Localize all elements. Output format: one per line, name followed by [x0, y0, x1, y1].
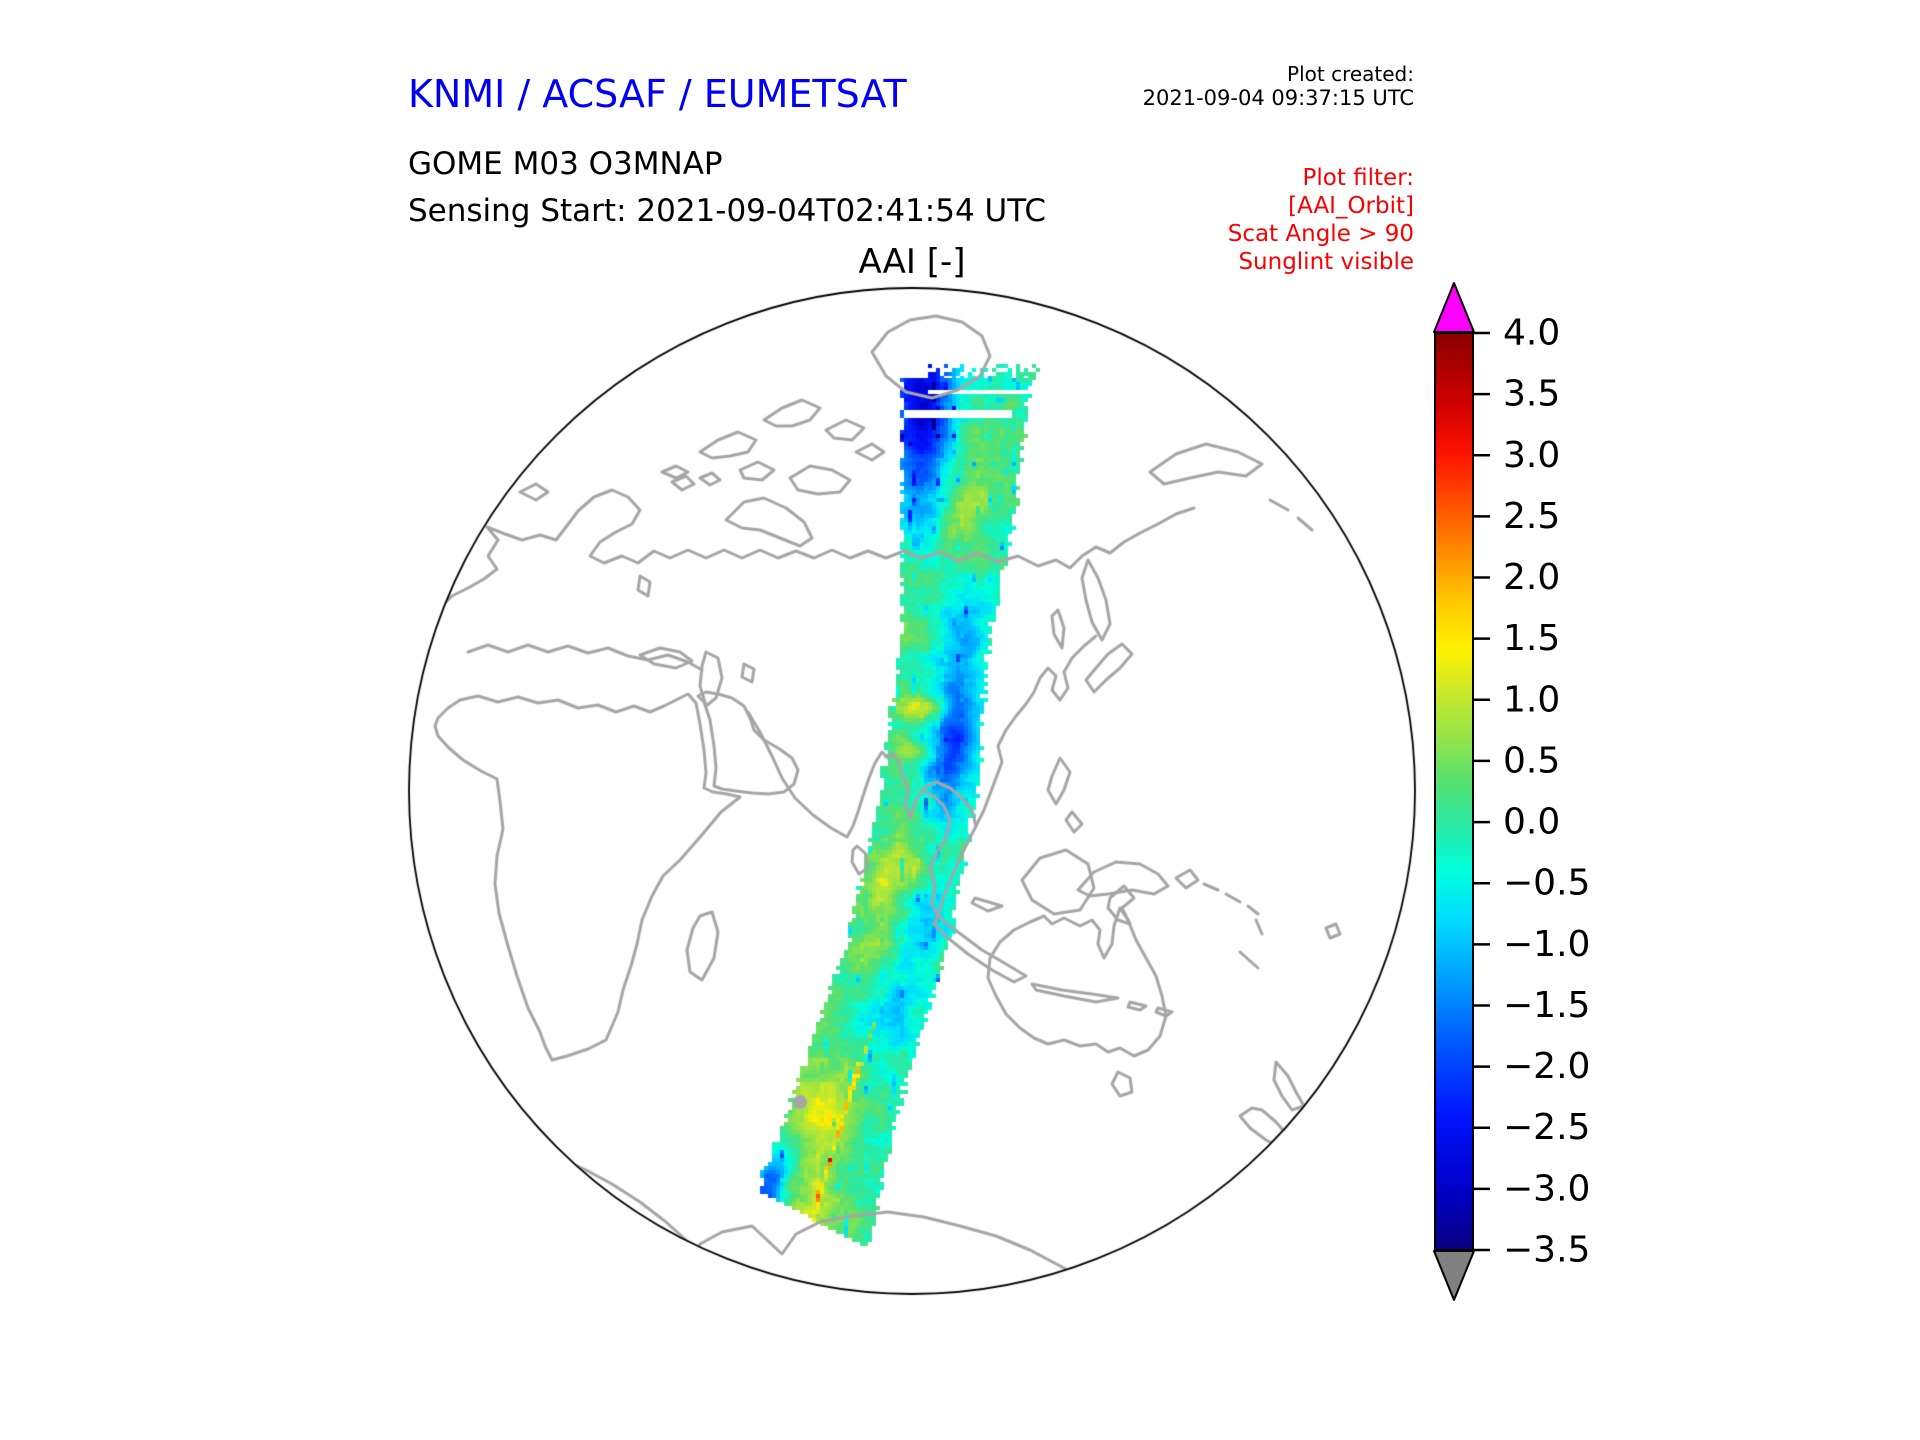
- plot-title: AAI [-]: [858, 242, 966, 282]
- plot-created-label: Plot created:: [1287, 62, 1414, 86]
- filter-note-line: Plot filter:: [1302, 165, 1414, 191]
- organisation-title: KNMI / ACSAF / EUMETSAT: [408, 72, 907, 116]
- plot-created-timestamp: 2021-09-04 09:37:15 UTC: [1142, 86, 1414, 110]
- plot-created-block: Plot created: 2021-09-04 09:37:15 UTC: [1143, 62, 1414, 110]
- plot-filter-note: Plot filter: [AAI_Orbit] Scat Angle > 90…: [1228, 164, 1414, 276]
- sensing-start-subtitle: Sensing Start: 2021-09-04T02:41:54 UTC: [408, 193, 1046, 229]
- filter-note-line: [AAI_Orbit]: [1288, 193, 1414, 219]
- filter-note-line: Sunglint visible: [1238, 249, 1414, 275]
- filter-note-line: Scat Angle > 90: [1227, 221, 1414, 247]
- product-title: GOME M03 O3MNAP: [408, 146, 723, 182]
